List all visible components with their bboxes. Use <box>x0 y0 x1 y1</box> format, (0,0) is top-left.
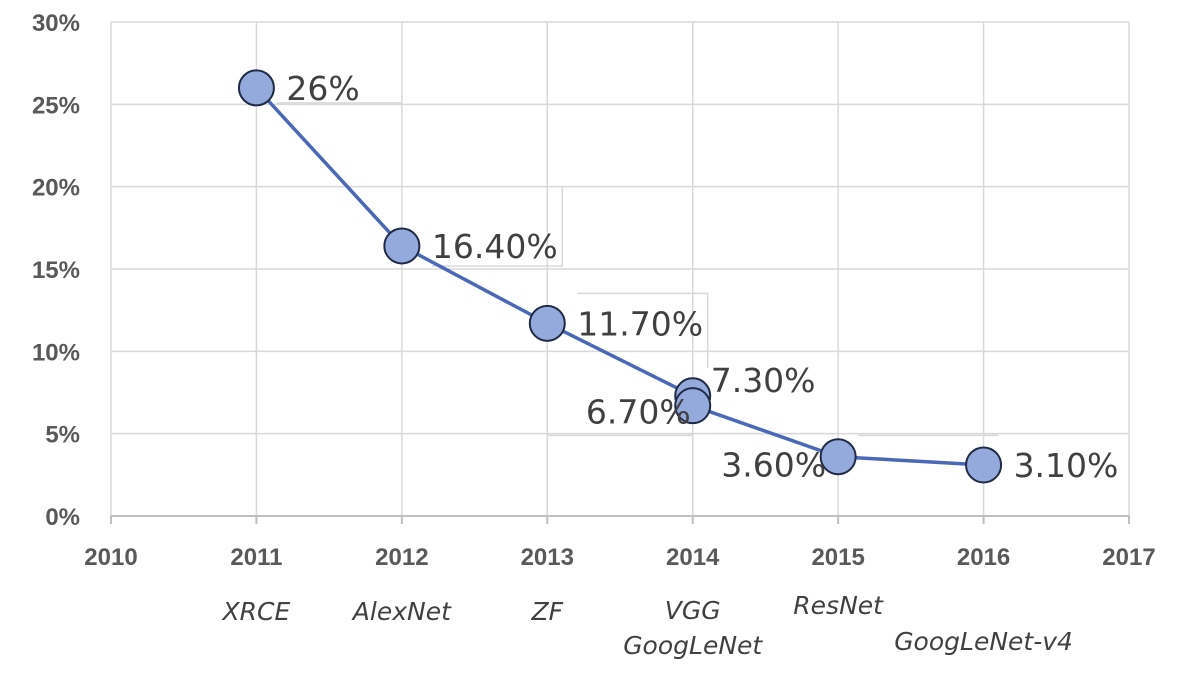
x-tick-labels: 2010 2011 2012 2013 2014 2015 2016 2017 <box>84 544 1155 571</box>
x-tick-label: 2013 <box>521 544 574 571</box>
data-point <box>819 438 857 476</box>
x-tick-label: 2014 <box>666 544 720 571</box>
data-label: 3.10% <box>1014 446 1119 485</box>
label-leader-line <box>431 186 564 267</box>
y-tick-label: 10% <box>32 339 80 366</box>
model-annotations: XRCE AlexNet ZF VGG GoogLeNet ResNet GoogLeNet… <box>221 591 1073 660</box>
x-tick-label: 2011 <box>230 544 282 571</box>
model-annotation: VGG <box>665 596 721 625</box>
label-leader-line <box>546 410 693 437</box>
data-points <box>237 69 1003 484</box>
y-tick-label: 30% <box>32 10 80 37</box>
data-label: 7.30% <box>711 361 816 400</box>
data-label: 11.70% <box>577 304 703 343</box>
gridlines <box>110 21 1130 516</box>
model-annotation: GoogLeNet-v4 <box>894 627 1073 656</box>
data-labels: 26% 16.40% 11.70%7.30% 6.70% 3.60% 3.10% <box>286 69 1118 485</box>
data-label: 26% <box>286 69 359 108</box>
y-tick-label: 15% <box>32 257 80 284</box>
data-point <box>674 387 712 425</box>
data-point <box>383 227 421 265</box>
y-tick-label: 20% <box>32 175 80 202</box>
data-label: 16.40% <box>432 227 558 266</box>
model-annotation: AlexNet <box>351 597 452 626</box>
y-tick-label: 5% <box>45 422 80 449</box>
x-tick-label: 2012 <box>375 544 428 571</box>
model-annotation: ZF <box>531 597 564 626</box>
model-annotation: ResNet <box>793 591 884 620</box>
y-tick-labels: 0% 5% 10% 15% 20% 25% 30% <box>32 10 80 531</box>
x-tick-label: 2016 <box>957 544 1010 571</box>
x-tick-label: 2017 <box>1102 544 1155 571</box>
axes <box>110 515 1130 524</box>
y-tick-label: 0% <box>45 504 80 531</box>
data-label: 6.70% <box>586 393 691 432</box>
data-point <box>965 446 1003 484</box>
x-tick-label: 2010 <box>84 544 137 571</box>
data-label: 3.60% <box>721 446 826 485</box>
model-annotation: XRCE <box>221 597 291 626</box>
data-point <box>237 69 275 107</box>
y-tick-label: 25% <box>32 92 80 119</box>
model-annotation: GoogLeNet <box>623 631 763 660</box>
label-leader-line <box>577 292 709 368</box>
data-point <box>528 304 566 342</box>
x-tick-label: 2015 <box>811 544 864 571</box>
